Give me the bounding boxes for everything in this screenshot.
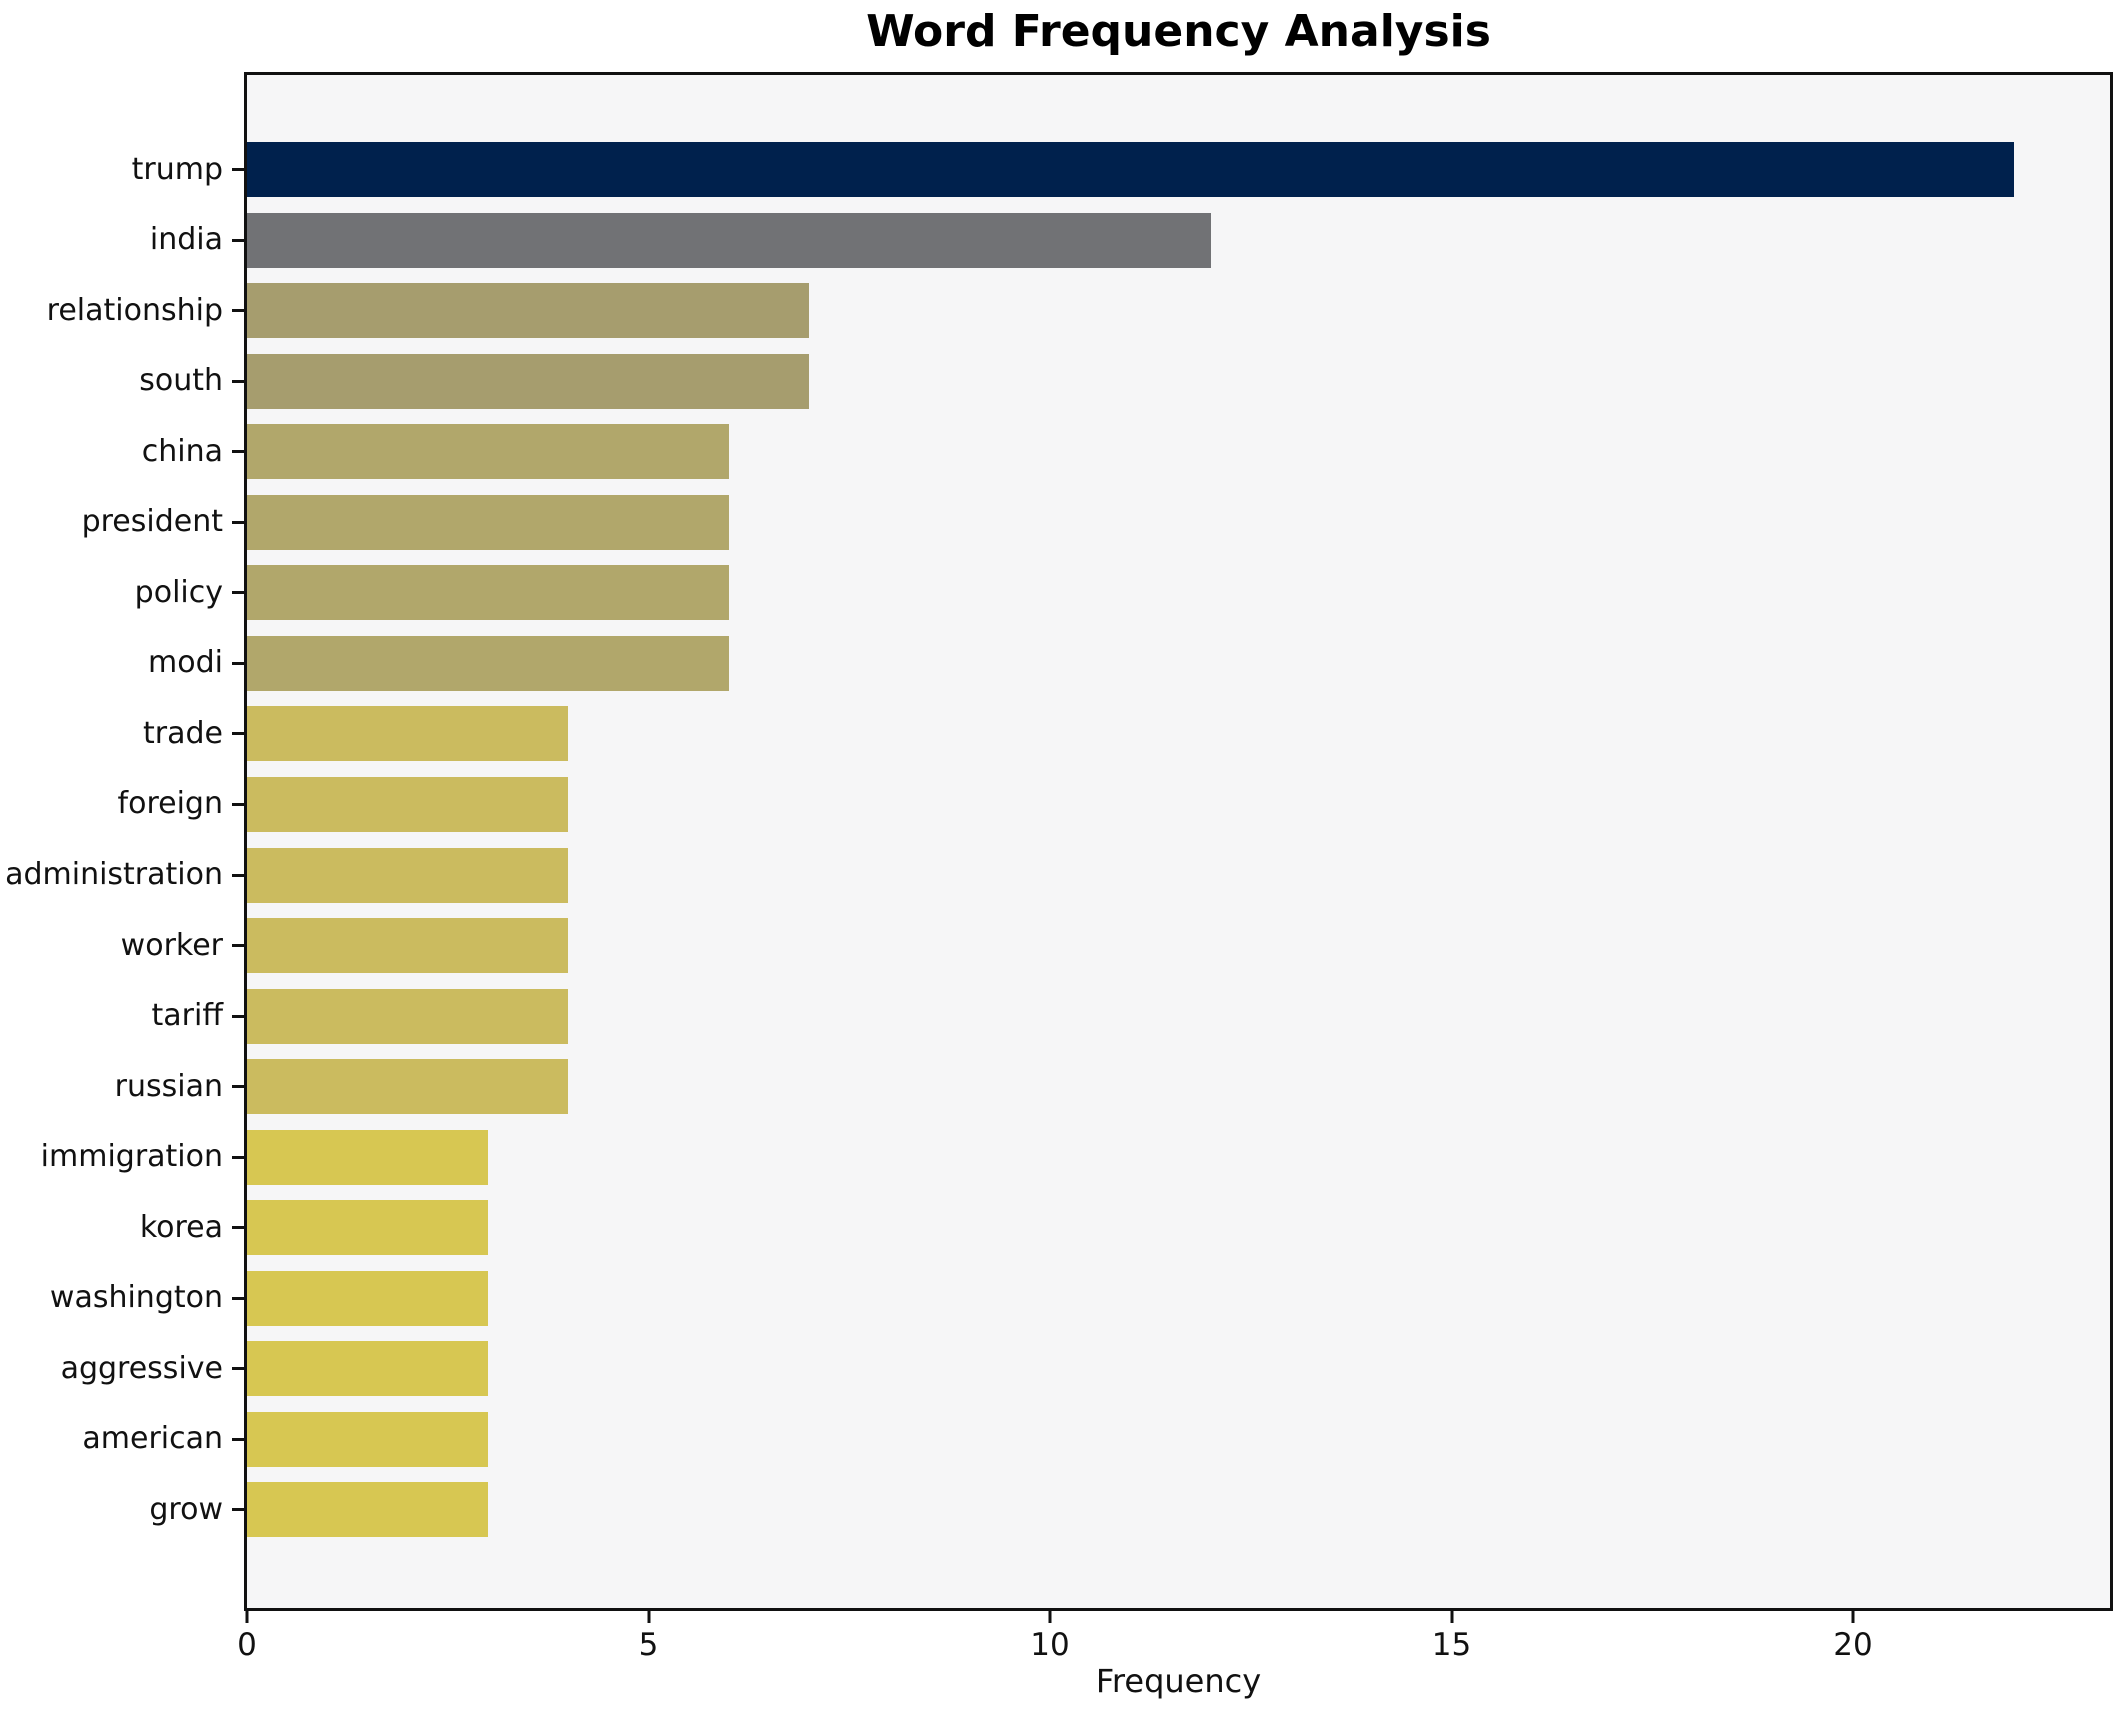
y-axis-tick-label: korea [139,1209,223,1245]
y-tick-mark [232,309,244,313]
y-axis-tick-label: immigration [40,1139,223,1175]
y-axis-tick-label: india [149,222,223,258]
y-axis-tick-label: modi [148,645,223,681]
bar-relationship [247,283,810,339]
bar-india [247,212,1211,268]
y-tick-mark [232,1367,244,1371]
bar-china [247,424,729,480]
y-axis-tick-label: trump [131,151,223,187]
y-axis-tick-label: washington [49,1280,223,1316]
y-axis-tick-label: policy [134,574,223,610]
y-axis-tick-label: aggressive [60,1350,223,1386]
y-axis-tick-label: russian [114,1068,223,1104]
bar-policy [247,565,729,621]
y-tick-mark [232,1226,244,1230]
y-axis-tick-label: south [139,363,223,399]
y-tick-mark [232,379,244,383]
y-tick-mark [232,732,244,736]
y-axis-tick-label: tariff [151,998,223,1034]
y-tick-mark [232,1155,244,1159]
x-axis-tick-label: 20 [1833,1627,1873,1663]
x-axis-tick-label: 10 [1030,1627,1070,1663]
bar-russian [247,1059,569,1115]
bar-trump [247,142,2014,197]
y-tick-mark [232,873,244,877]
bar-south [247,353,810,409]
x-axis-tick-label: 15 [1431,1627,1472,1663]
y-tick-mark [232,591,244,595]
x-tick-mark [647,1611,650,1623]
x-tick-mark [1048,1611,1052,1623]
y-tick-mark [232,1508,244,1512]
y-tick-mark [232,1014,244,1018]
x-tick-mark [1450,1611,1453,1623]
y-tick-mark [232,944,244,948]
bar-tariff [247,988,569,1044]
x-tick-mark [1851,1611,1855,1623]
x-tick-mark [245,1611,249,1623]
x-axis-tick-label: 0 [237,1627,257,1663]
bar-korea [247,1200,488,1256]
y-axis-tick-label: american [82,1421,223,1457]
chart-title: Word Frequency Analysis [866,6,1491,57]
y-tick-mark [232,520,244,524]
y-tick-mark [232,168,244,171]
x-axis-title: Frequency [1095,1662,1262,1700]
y-axis-tick-label: president [81,504,223,540]
x-axis-tick-label: 5 [638,1627,659,1663]
bar-washington [247,1270,488,1326]
bar-foreign [247,776,569,832]
bar-president [247,494,729,550]
plot-area: trump india relationship south china presiden… [5,72,2113,1697]
bar-worker [247,918,569,974]
y-tick-mark [232,1085,244,1089]
bar-modi [247,635,729,691]
bar-grow [247,1482,488,1538]
y-tick-mark [232,802,244,806]
y-tick-mark [232,1437,244,1441]
y-axis-tick-label: worker [120,927,223,963]
bar-american [247,1411,488,1467]
bar-trade [247,706,569,762]
bar-aggressive [247,1341,488,1397]
y-tick-mark [232,450,244,454]
y-axis-tick-label: trade [143,715,223,751]
y-tick-mark [232,661,244,665]
y-axis-tick-label: china [141,433,223,469]
y-axis-tick-label: administration [5,857,223,892]
bar-administration [247,847,569,903]
y-axis-tick-label: relationship [46,292,223,328]
y-axis-tick-label: grow [149,1491,223,1527]
y-axis-tick-label: foreign [117,786,223,822]
y-tick-mark [232,1296,244,1300]
y-tick-mark [232,238,244,242]
bar-immigration [247,1129,488,1185]
